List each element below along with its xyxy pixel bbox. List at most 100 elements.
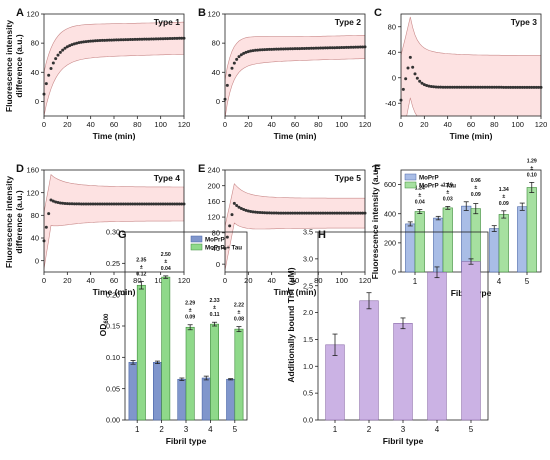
x-tick-label: 3	[184, 425, 189, 434]
y-tick-label: 160	[26, 166, 39, 175]
data-point	[114, 202, 118, 206]
y-tick-label: 200	[384, 238, 396, 247]
ratio-annotation: 1.34	[499, 187, 509, 193]
data-point	[242, 208, 246, 212]
data-point	[84, 40, 88, 44]
bar	[526, 187, 537, 273]
ratio-annotation: ±	[446, 189, 449, 195]
x-axis-label: Time (min)	[93, 287, 136, 297]
data-point	[267, 211, 271, 215]
panel-letter: E	[198, 163, 205, 175]
data-point	[413, 72, 417, 76]
data-point	[488, 85, 492, 89]
data-point	[321, 211, 325, 215]
data-point	[72, 42, 76, 46]
y-axis-label: OD600	[98, 313, 110, 336]
data-point	[91, 202, 95, 206]
data-point	[284, 211, 288, 215]
data-point	[159, 202, 163, 206]
data-point	[103, 38, 107, 42]
bar	[517, 206, 528, 273]
data-point	[356, 45, 360, 49]
x-tick-label: 20	[63, 120, 71, 129]
data-point	[239, 207, 243, 211]
x-axis-label: Time (min)	[93, 131, 136, 141]
data-point	[168, 202, 172, 206]
data-point	[439, 85, 443, 89]
data-point	[342, 211, 346, 215]
data-point	[156, 37, 160, 41]
bar	[359, 300, 379, 421]
sd-band	[225, 183, 365, 271]
data-point	[235, 57, 239, 61]
x-tick-label: 60	[291, 276, 299, 285]
data-point	[286, 47, 290, 51]
y-axis-label-sub: 600	[104, 313, 110, 324]
data-point	[237, 55, 241, 59]
data-point	[467, 85, 471, 89]
data-point	[51, 199, 55, 203]
x-tick-label: 0	[42, 120, 46, 129]
x-tick-label: 120	[535, 120, 548, 129]
data-point	[63, 46, 67, 50]
data-point	[140, 37, 144, 41]
data-point	[107, 38, 111, 42]
x-tick-label: 40	[86, 276, 94, 285]
data-point	[251, 49, 255, 53]
x-tick-label: 60	[110, 120, 118, 129]
y-tick-label: 0	[216, 97, 220, 106]
ratio-annotation: 0.04	[161, 266, 171, 272]
data-point	[516, 85, 520, 89]
data-point	[237, 205, 241, 209]
y-axis-label: Additionally bound ThT (μM)	[286, 267, 296, 382]
data-point	[258, 48, 262, 52]
data-point	[455, 85, 459, 89]
data-point	[279, 47, 283, 51]
data-point	[509, 85, 513, 89]
data-point	[170, 36, 174, 40]
y-tick-label: 0	[392, 73, 396, 82]
x-tick-label: 20	[244, 120, 252, 129]
x-tick-label: 0	[399, 120, 403, 129]
data-point	[319, 211, 323, 215]
data-point	[133, 202, 137, 206]
data-point	[309, 46, 313, 50]
x-tick-label: 5	[525, 277, 530, 286]
data-point	[316, 211, 320, 215]
data-point	[65, 45, 69, 49]
data-point	[112, 202, 116, 206]
data-point	[358, 45, 362, 49]
data-point	[323, 46, 327, 50]
x-tick-label: 1	[413, 277, 418, 286]
data-point	[128, 38, 132, 42]
legend-swatch	[190, 243, 203, 251]
data-point	[532, 85, 536, 89]
data-point	[256, 210, 260, 214]
data-point	[107, 202, 111, 206]
data-point	[330, 46, 334, 50]
y-tick-label: -40	[385, 99, 396, 108]
panel-letter: G	[118, 229, 127, 241]
data-point	[239, 53, 243, 57]
data-point	[347, 45, 351, 49]
data-point	[513, 85, 517, 89]
data-point	[79, 40, 83, 44]
y-tick-label: 80	[388, 22, 396, 31]
data-point	[232, 61, 236, 65]
panel-letter: D	[16, 163, 24, 175]
data-point	[70, 202, 74, 206]
x-tick-label: 5	[233, 425, 238, 434]
data-point	[490, 85, 494, 89]
x-tick-label: 100	[335, 120, 348, 129]
data-point	[100, 38, 104, 42]
data-point	[267, 47, 271, 51]
data-point	[117, 202, 121, 206]
data-point	[506, 85, 510, 89]
data-point	[119, 38, 123, 42]
data-point	[464, 85, 468, 89]
data-point	[265, 48, 269, 52]
bar	[234, 328, 244, 421]
data-point	[537, 85, 541, 89]
panel-F: 11.24±0.0421.19±0.0330.96±0.0941.34±0.09…	[370, 158, 542, 298]
y-tick-label: 600	[384, 180, 396, 189]
